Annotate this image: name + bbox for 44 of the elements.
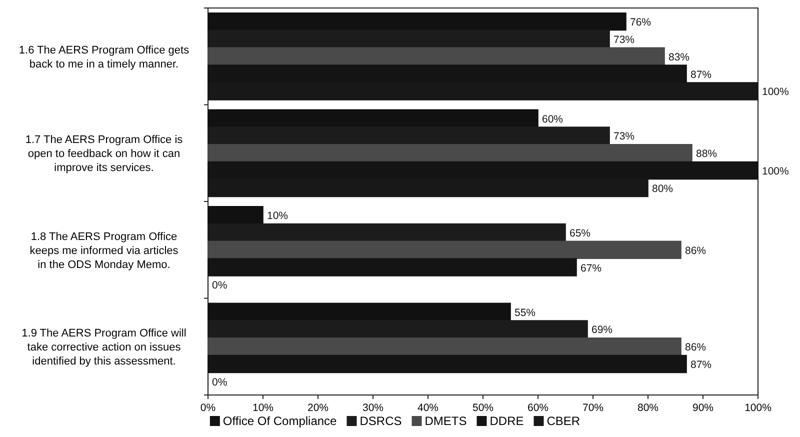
data-label: 55%: [514, 306, 536, 319]
x-tick-label: 40%: [417, 402, 439, 414]
x-tick-label: 20%: [307, 402, 329, 414]
data-label: 69%: [592, 324, 613, 336]
data-label: 10%: [267, 210, 288, 222]
legend-label: Office Of Compliance: [222, 414, 338, 428]
y-tick-label: 1.8 The AERS Program Office keeps me informed via articles in the ODS Monday Memo.: [30, 230, 179, 271]
x-tick-label: 90%: [692, 402, 714, 414]
data-label: 80%: [652, 182, 674, 195]
bar: [208, 240, 682, 259]
bar: [208, 144, 692, 162]
data-label: 87%: [690, 359, 712, 372]
legend-label: CBER: [546, 414, 580, 428]
data-label: 60%: [542, 113, 564, 126]
legend-label: DMETS: [424, 414, 467, 428]
data-label: 100%: [762, 166, 789, 178]
legend-label: DDRE: [490, 414, 524, 428]
data-label: 76%: [630, 16, 652, 29]
data-label: 65%: [570, 227, 591, 240]
data-label: 86%: [685, 244, 706, 257]
x-tick-label: 80%: [637, 402, 659, 414]
data-label: 86%: [685, 342, 706, 354]
x-tick-label: 30%: [362, 402, 384, 414]
y-tick-label: 1.6 The AERS Program Office gets back to me in a timely manner.: [18, 44, 190, 70]
y-tick-label: 1.7 The AERS Program Office is open to feedback on how it can improve its services.: [25, 134, 184, 174]
legend-label: DSRCS: [360, 414, 402, 428]
data-label: 88%: [696, 148, 718, 160]
data-label: 73%: [614, 34, 635, 46]
x-tick-label: 60%: [527, 402, 549, 414]
data-label: 0%: [212, 280, 228, 292]
y-tick-label: 1.9 The AERS Program Office will take corrective action on issues identified by this assessment.: [22, 328, 186, 368]
data-label: 0%: [212, 376, 228, 388]
data-label: 73%: [614, 130, 635, 143]
x-tick-label: 0%: [200, 402, 216, 414]
data-label: 100%: [762, 86, 789, 98]
bar: [208, 47, 665, 66]
data-label: 87%: [690, 68, 712, 81]
x-tick-label: 50%: [472, 402, 494, 414]
data-label: 67%: [580, 262, 602, 274]
x-tick-label: 100%: [744, 402, 772, 414]
x-tick-label: 70%: [582, 402, 604, 414]
data-label: 83%: [668, 51, 690, 64]
x-tick-label: 10%: [252, 402, 274, 414]
bar: [208, 338, 682, 356]
